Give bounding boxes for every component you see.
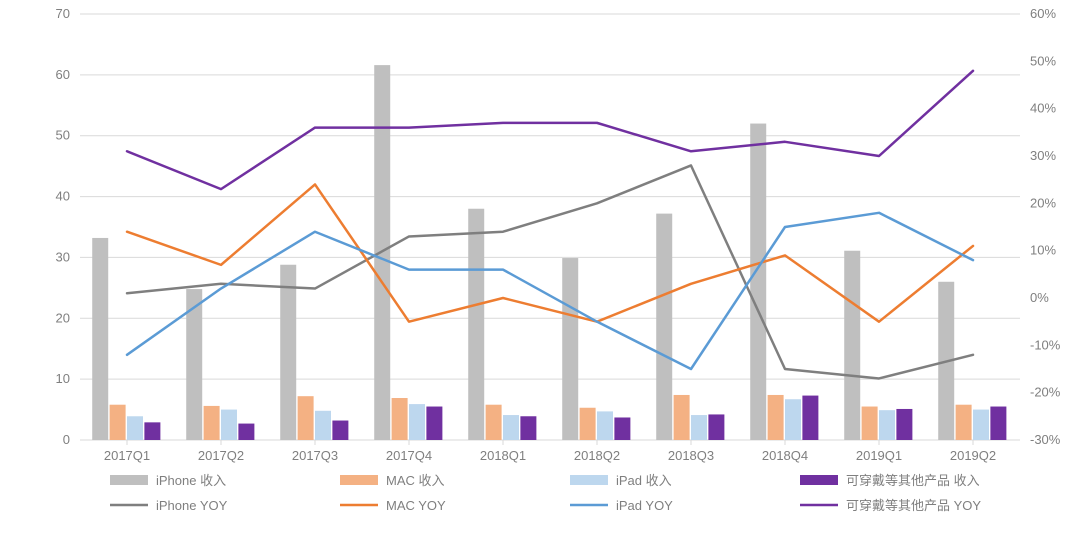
legend-label: iPad YOY [616,498,673,513]
y-right-tick-label: 10% [1030,243,1056,258]
y-right-tick-label: 30% [1030,148,1056,163]
bar-mac_rev [392,398,408,440]
legend-label: MAC 收入 [386,473,445,488]
legend-swatch [800,475,838,485]
y-right-tick-label: 20% [1030,195,1056,210]
bar-ipad_rev [409,404,425,440]
x-tick-label: 2018Q2 [574,448,620,463]
bar-mac_rev [486,405,502,440]
x-tick-label: 2017Q1 [104,448,150,463]
legend-swatch [340,475,378,485]
bar-ipad_rev [691,415,707,440]
bar-wear_rev [708,414,724,440]
x-tick-label: 2019Q1 [856,448,902,463]
bar-mac_rev [580,408,596,440]
bar-mac_rev [110,405,126,440]
legend-swatch [570,475,608,485]
x-tick-label: 2018Q3 [668,448,714,463]
bar-iphone_rev [280,265,296,440]
bar-mac_rev [768,395,784,440]
bar-mac_rev [298,396,314,440]
bar-iphone_rev [844,251,860,440]
legend-label: 可穿戴等其他产品 YOY [846,498,981,513]
bar-iphone_rev [750,124,766,440]
y-left-tick-label: 50 [56,128,70,143]
bar-mac_rev [204,406,220,440]
legend-label: 可穿戴等其他产品 收入 [846,473,980,488]
bar-mac_rev [956,405,972,440]
y-right-tick-label: -30% [1030,432,1061,447]
bar-ipad_rev [879,410,895,440]
bar-ipad_rev [785,399,801,440]
revenue-yoy-chart: 0 10 20 30 40 50 60 70 -30% -20% -10% 0% 10% 20% 30% 40… [0,0,1080,544]
bar-iphone_rev [562,258,578,440]
y-right-tick-label: -20% [1030,385,1061,400]
bar-ipad_rev [221,410,237,440]
x-tick-label: 2019Q2 [950,448,996,463]
bar-ipad_rev [315,411,331,440]
y-right-tick-label: 0% [1030,290,1049,305]
bar-wear_rev [614,417,630,440]
bar-wear_rev [332,421,348,440]
y-right-tick-label: 60% [1030,6,1056,21]
bar-wear_rev [802,396,818,440]
y-right-tick-label: -10% [1030,337,1061,352]
x-tick-label: 2017Q4 [386,448,432,463]
y-left-tick-label: 60 [56,67,70,82]
y-right-tick-label: 40% [1030,101,1056,116]
x-tick-label: 2018Q1 [480,448,526,463]
x-tick-label: 2018Q4 [762,448,808,463]
y-left-tick-label: 10 [56,371,70,386]
bar-ipad_rev [973,410,989,440]
y-right-tick-label: 50% [1030,53,1056,68]
y-left-tick-label: 70 [56,6,70,21]
bar-mac_rev [674,395,690,440]
bar-ipad_rev [597,411,613,440]
y-left-tick-label: 0 [63,432,70,447]
bar-wear_rev [990,407,1006,440]
bar-wear_rev [144,422,160,440]
bar-wear_rev [896,409,912,440]
bar-ipad_rev [127,416,143,440]
legend-swatch [110,475,148,485]
chart-svg: 0 10 20 30 40 50 60 70 -30% -20% -10% 0% 10% 20% 30% 40… [0,0,1080,544]
x-tick-label: 2017Q3 [292,448,338,463]
bar-iphone_rev [92,238,108,440]
bar-wear_rev [520,416,536,440]
legend-label: iPhone 收入 [156,473,226,488]
y-left-tick-label: 40 [56,189,70,204]
legend-label: MAC YOY [386,498,446,513]
bar-wear_rev [426,407,442,440]
bar-iphone_rev [656,214,672,440]
bar-mac_rev [862,407,878,440]
bar-ipad_rev [503,415,519,440]
y-left-tick-label: 30 [56,249,70,264]
legend-label: iPhone YOY [156,498,228,513]
legend-label: iPad 收入 [616,473,672,488]
bar-wear_rev [238,424,254,440]
x-tick-label: 2017Q2 [198,448,244,463]
y-left-tick-label: 20 [56,310,70,325]
bar-iphone_rev [468,209,484,440]
